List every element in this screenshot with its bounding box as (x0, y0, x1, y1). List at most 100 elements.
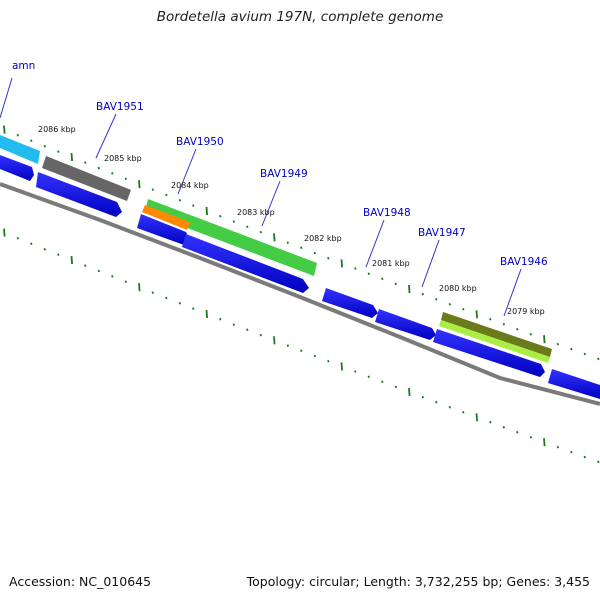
kbp-label: 2082 kbp (304, 234, 342, 243)
tick-mark (3, 125, 6, 134)
tick-mark (516, 328, 519, 331)
tick-mark (111, 275, 114, 278)
feature-green-bav1949 (145, 199, 317, 276)
tick-mark (124, 280, 127, 284)
tick-mark (502, 323, 505, 326)
map-title: Bordetella avium 197N, complete genome (156, 9, 444, 25)
tick-mark (178, 302, 181, 305)
tick-mark (70, 153, 73, 162)
tick-mark (165, 193, 168, 197)
tick-mark (300, 349, 303, 353)
tick-mark (597, 460, 600, 464)
tick-mark (192, 204, 195, 207)
tick-mark (273, 336, 276, 345)
gene-label-bav1947: BAV1947 (418, 227, 466, 239)
leader-line (177, 148, 197, 195)
tick-mark (556, 342, 559, 346)
tick-mark (16, 236, 19, 240)
tick-mark (313, 354, 316, 358)
feature-olive-bav1946 (441, 312, 552, 357)
tick-mark (489, 421, 492, 424)
kbp-label: 2086 kbp (38, 125, 76, 134)
tick-mark (583, 352, 586, 356)
tick-mark (462, 411, 465, 414)
tick-mark (381, 380, 384, 384)
kbp-label: 2085 kbp (104, 154, 142, 163)
tick-mark (340, 362, 343, 371)
tick-mark (57, 253, 60, 256)
tick-mark (232, 323, 235, 326)
cds-arrow (322, 288, 378, 318)
tick-mark (165, 296, 168, 300)
leader-line (503, 268, 522, 317)
tick-mark (84, 161, 87, 164)
gene-label-bav1948: BAV1948 (363, 207, 411, 219)
leader-line (261, 180, 281, 227)
tick-mark (3, 228, 6, 237)
tick-mark (151, 291, 154, 294)
cds-arrow (137, 214, 190, 245)
feature-amn-cyan (0, 135, 40, 164)
tick-mark (516, 431, 519, 434)
tick-mark (70, 256, 73, 265)
tick-mark (502, 426, 505, 429)
kbp-label: 2080 kbp (439, 284, 477, 293)
tick-mark (529, 332, 532, 336)
tick-mark (151, 188, 154, 191)
tick-mark (30, 139, 33, 142)
tick-mark (97, 269, 100, 273)
tick-mark (192, 307, 195, 310)
leader-line (95, 113, 117, 159)
tick-mark (111, 172, 114, 175)
tick-mark (340, 259, 343, 268)
gene-label-bav1946: BAV1946 (500, 256, 548, 268)
tick-mark (43, 144, 46, 148)
gene-label-amn: amn (12, 60, 35, 72)
tick-mark (246, 225, 249, 229)
kbp-label: 2083 kbp (237, 208, 275, 217)
tick-mark (219, 215, 222, 218)
tick-mark (43, 247, 46, 251)
tick-mark (30, 242, 33, 245)
kbp-label: 2084 kbp (171, 181, 209, 190)
tick-mark (394, 385, 397, 389)
tick-mark (543, 335, 546, 344)
gene-label-bav1951: BAV1951 (96, 101, 144, 113)
tick-mark (84, 264, 87, 267)
cds-arrow (433, 329, 545, 377)
feature-gray-bav1951 (42, 156, 131, 201)
kbp-label: 2081 kbp (372, 259, 410, 268)
tick-mark (367, 375, 370, 378)
feature-orange-bav1950 (142, 205, 190, 230)
leader-line (365, 219, 385, 268)
tick-mark (138, 180, 141, 189)
tick-row-inner (3, 228, 600, 464)
tick-mark (219, 318, 222, 321)
tick-mark (286, 241, 289, 244)
tick-mark (97, 166, 100, 170)
tick-mark (367, 272, 370, 275)
tick-mark (178, 199, 181, 202)
tick-mark (435, 400, 438, 404)
tick-mark (57, 150, 60, 153)
tick-mark (327, 359, 330, 363)
tick-mark (421, 292, 424, 296)
tick-mark (138, 283, 141, 292)
tick-mark (475, 310, 478, 319)
tick-mark (408, 284, 411, 294)
tick-mark (354, 267, 357, 270)
tick-mark (273, 233, 276, 242)
tick-mark (570, 450, 573, 454)
tick-mark (583, 455, 586, 459)
cds-arrow (182, 234, 309, 293)
cds-arrow (0, 155, 34, 181)
tick-mark (327, 256, 330, 260)
tick-mark (300, 246, 303, 250)
feature-lime-bav1946 (439, 320, 550, 363)
tick-mark (529, 435, 532, 439)
cds-arrow (375, 309, 436, 340)
tick-mark (16, 133, 19, 137)
tick-mark (489, 318, 492, 321)
